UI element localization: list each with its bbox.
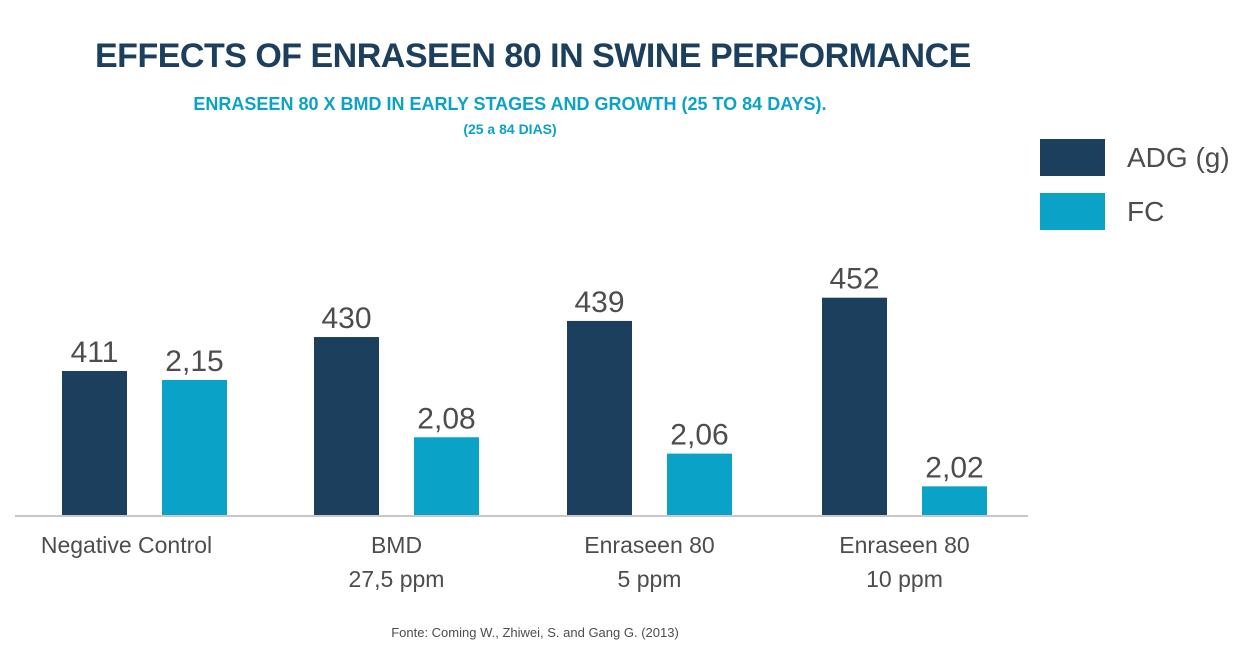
bar-fc-0 (162, 380, 227, 515)
legend-label-fc: FC (1127, 195, 1165, 227)
category-label-1-0: BMD (371, 532, 422, 558)
bar-adg-3 (822, 297, 887, 515)
legend: ADG (g) FC (1040, 139, 1230, 247)
data-label-fc-1: 2,08 (417, 402, 475, 435)
data-label-adg-1: 430 (321, 302, 371, 335)
category-label-1-1: 27,5 ppm (349, 566, 445, 592)
bar-fc-3 (922, 486, 987, 515)
data-label-fc-0: 2,15 (165, 345, 223, 378)
legend-item-fc: FC (1040, 193, 1230, 230)
bar-adg-0 (62, 371, 127, 515)
legend-swatch-fc (1040, 193, 1105, 230)
bar-fc-2 (667, 453, 732, 515)
data-label-fc-3: 2,02 (925, 451, 983, 484)
bar-adg-2 (567, 320, 632, 515)
category-label-2-0: Enraseen 80 (584, 532, 714, 558)
legend-swatch-adg (1040, 139, 1105, 176)
data-label-adg-3: 452 (829, 263, 879, 296)
bar-adg-1 (314, 337, 379, 515)
chart-subtitle-secondary: (25 a 84 DIAS) (463, 121, 557, 137)
legend-label-adg: ADG (g) (1127, 141, 1230, 173)
category-label-0-0: Negative Control (41, 532, 212, 558)
source-note: Fonte: Coming W., Zhiwei, S. and Gang G.… (391, 625, 679, 640)
bar-fc-1 (414, 437, 479, 515)
legend-item-adg: ADG (g) (1040, 139, 1230, 176)
category-label-3-0: Enraseen 80 (839, 532, 969, 558)
chart-subtitle: ENRASEEN 80 X BMD IN EARLY STAGES AND GR… (193, 94, 827, 114)
category-label-2-1: 5 ppm (618, 566, 682, 592)
data-label-adg-0: 411 (71, 336, 119, 369)
chart-title: EFFECTS OF ENRASEEN 80 IN SWINE PERFORMA… (95, 37, 971, 75)
data-label-adg-2: 439 (574, 286, 624, 319)
category-label-3-1: 10 ppm (866, 566, 943, 592)
data-label-fc-2: 2,06 (670, 419, 728, 452)
